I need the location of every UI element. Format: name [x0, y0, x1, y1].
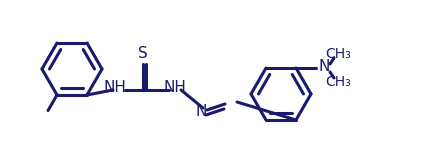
Text: S: S	[138, 46, 148, 61]
Text: NH: NH	[164, 80, 187, 96]
Text: N: N	[318, 59, 330, 74]
Text: NH: NH	[103, 80, 127, 96]
Text: N: N	[195, 105, 207, 120]
Text: CH₃: CH₃	[325, 75, 351, 89]
Text: CH₃: CH₃	[325, 47, 351, 61]
